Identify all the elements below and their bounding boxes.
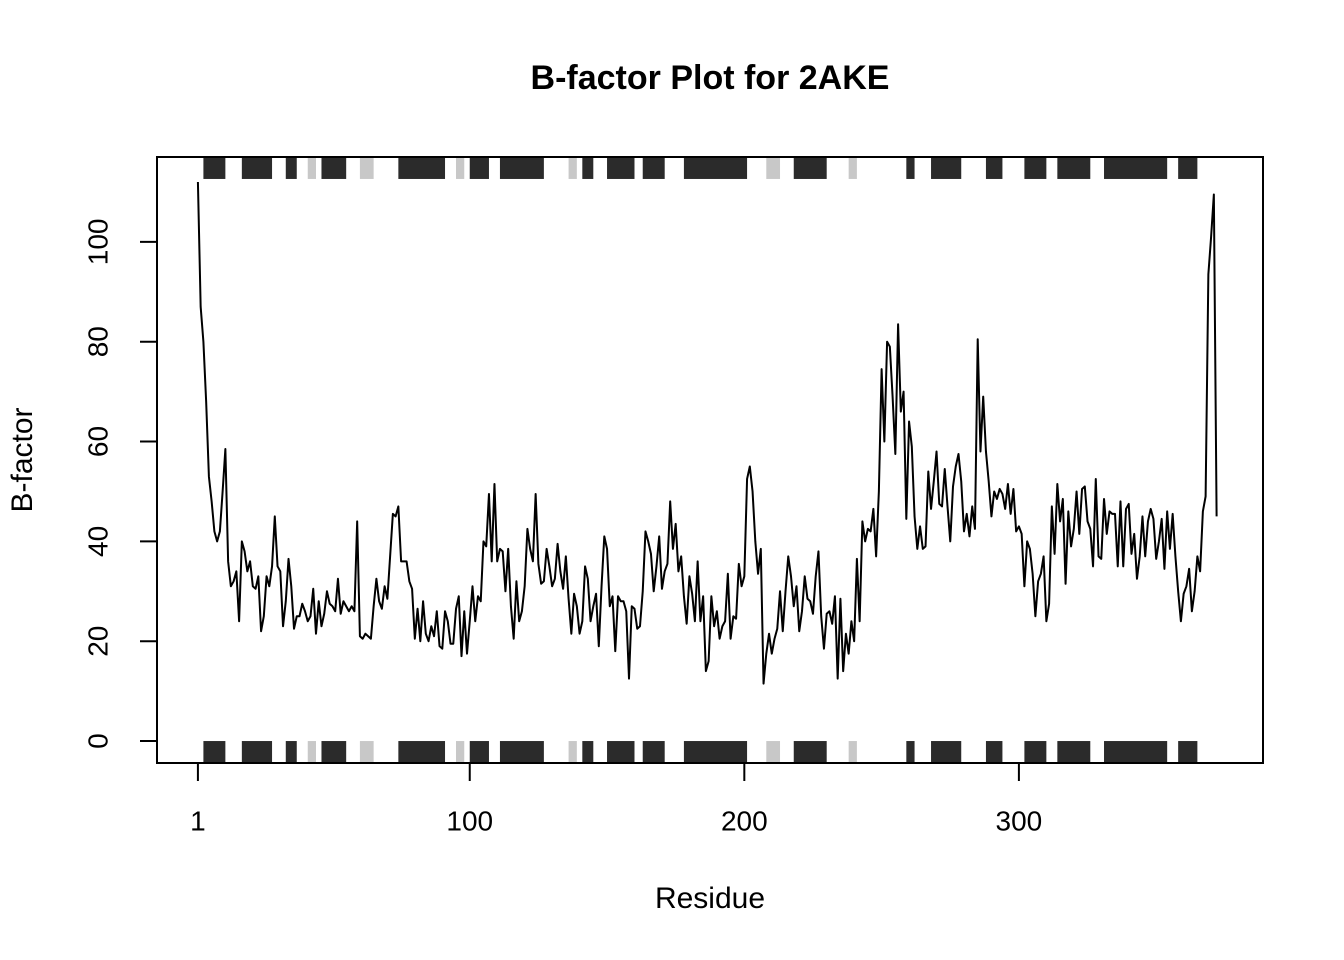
sse-helix — [793, 741, 827, 763]
sse-helix — [793, 157, 827, 179]
sse-helix — [1024, 741, 1047, 763]
sse-helix — [499, 157, 544, 179]
x-tick-label: 1 — [190, 805, 206, 836]
sse-helix — [906, 157, 915, 179]
sse-strand — [307, 157, 316, 179]
sse-helix — [398, 741, 446, 763]
y-axis-label: B-factor — [6, 407, 39, 512]
sse-strand — [568, 157, 577, 179]
sse-helix — [582, 741, 594, 763]
y-tick-label: 80 — [82, 326, 113, 357]
sse-helix — [1178, 157, 1198, 179]
y-tick-label: 40 — [82, 526, 113, 557]
sse-strand — [848, 157, 857, 179]
sse-helix — [1057, 741, 1091, 763]
sse-helix — [203, 741, 226, 763]
x-tick-label: 100 — [446, 805, 493, 836]
x-axis-label: Residue — [655, 882, 765, 915]
sse-helix — [321, 157, 347, 179]
sse-strand — [359, 157, 374, 179]
y-tick-label: 60 — [82, 426, 113, 457]
sse-helix — [398, 157, 446, 179]
y-tick-label: 0 — [82, 733, 113, 749]
sse-helix — [1057, 157, 1091, 179]
sse-helix — [683, 157, 748, 179]
sse-helix — [931, 157, 962, 179]
sse-helix — [321, 741, 347, 763]
sse-helix — [607, 741, 635, 763]
chart-title: B-factor Plot for 2AKE — [531, 59, 890, 97]
sse-helix — [683, 741, 748, 763]
sse-helix — [469, 157, 489, 179]
sse-helix — [285, 157, 297, 179]
sse-strand — [307, 741, 316, 763]
plot-box — [156, 156, 1264, 764]
sse-helix — [499, 741, 544, 763]
data-line — [196, 181, 1218, 685]
sse-strand — [766, 741, 781, 763]
sse-helix — [1104, 741, 1168, 763]
sse-strand — [359, 741, 374, 763]
sse-strand — [568, 741, 577, 763]
sse-helix — [985, 741, 1003, 763]
sse-strand — [848, 741, 857, 763]
sse-helix — [607, 157, 635, 179]
sse-helix — [469, 741, 489, 763]
sse-helix — [985, 157, 1003, 179]
sse-strand — [456, 157, 465, 179]
x-tick-label: 200 — [721, 805, 768, 836]
sse-helix — [241, 741, 273, 763]
y-tick-label: 100 — [82, 219, 113, 266]
sse-helix — [285, 741, 297, 763]
sse-helix — [241, 157, 273, 179]
y-tick-label: 20 — [82, 626, 113, 657]
sse-strand — [766, 157, 781, 179]
sse-helix — [1178, 741, 1198, 763]
sse-helix — [642, 741, 665, 763]
sse-helix — [642, 157, 665, 179]
sse-helix — [203, 157, 226, 179]
sse-helix — [1104, 157, 1168, 179]
sse-helix — [931, 741, 962, 763]
sse-helix — [906, 741, 915, 763]
sse-helix — [582, 157, 594, 179]
sse-helix — [1024, 157, 1047, 179]
sse-strand — [456, 741, 465, 763]
x-tick-label: 300 — [996, 805, 1043, 836]
